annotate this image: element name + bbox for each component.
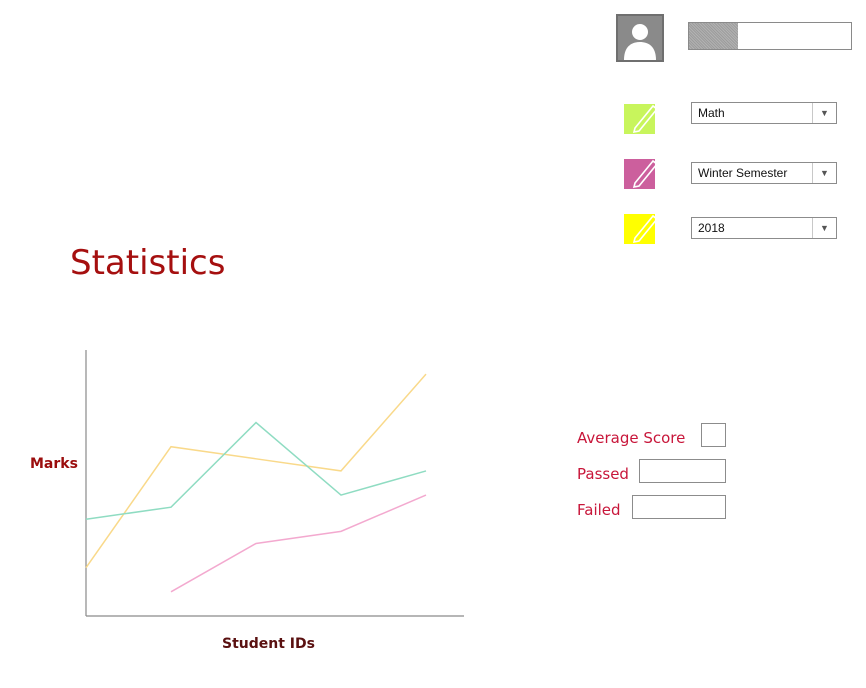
failed-label: Failed xyxy=(577,501,621,519)
average-score-field xyxy=(701,423,726,447)
chart-y-axis-label: Marks xyxy=(30,456,78,472)
progress-bar xyxy=(688,22,852,50)
user-silhouette-icon xyxy=(624,24,656,60)
chevron-down-icon[interactable]: ▼ xyxy=(812,103,836,123)
semester-dropdown[interactable]: Winter Semester ▼ xyxy=(691,162,837,184)
edit-note-icon[interactable] xyxy=(623,155,659,189)
passed-label: Passed xyxy=(577,465,629,483)
edit-note-icon[interactable] xyxy=(623,210,659,244)
chart-x-axis-label: Student IDs xyxy=(222,636,315,652)
series-line-1 xyxy=(85,373,427,569)
semester-filter-row: Winter Semester ▼ xyxy=(620,155,850,191)
user-avatar[interactable] xyxy=(616,14,664,62)
year-filter-row: 2018 ▼ xyxy=(620,210,850,246)
subject-dropdown-value: Math xyxy=(698,106,725,120)
semester-dropdown-value: Winter Semester xyxy=(698,166,788,180)
subject-dropdown[interactable]: Math ▼ xyxy=(691,102,837,124)
failed-field xyxy=(632,495,726,519)
edit-note-icon[interactable] xyxy=(623,100,659,134)
average-score-label: Average Score xyxy=(577,429,686,447)
chevron-down-icon[interactable]: ▼ xyxy=(812,163,836,183)
progress-fill xyxy=(689,23,738,49)
chevron-down-icon[interactable]: ▼ xyxy=(812,218,836,238)
year-dropdown-value: 2018 xyxy=(698,221,725,235)
page-title: Statistics xyxy=(70,243,226,283)
year-dropdown[interactable]: 2018 ▼ xyxy=(691,217,837,239)
series-line-3 xyxy=(170,494,427,593)
subject-filter-row: Math ▼ xyxy=(620,100,850,136)
passed-field xyxy=(639,459,726,483)
series-line-2 xyxy=(85,421,427,521)
